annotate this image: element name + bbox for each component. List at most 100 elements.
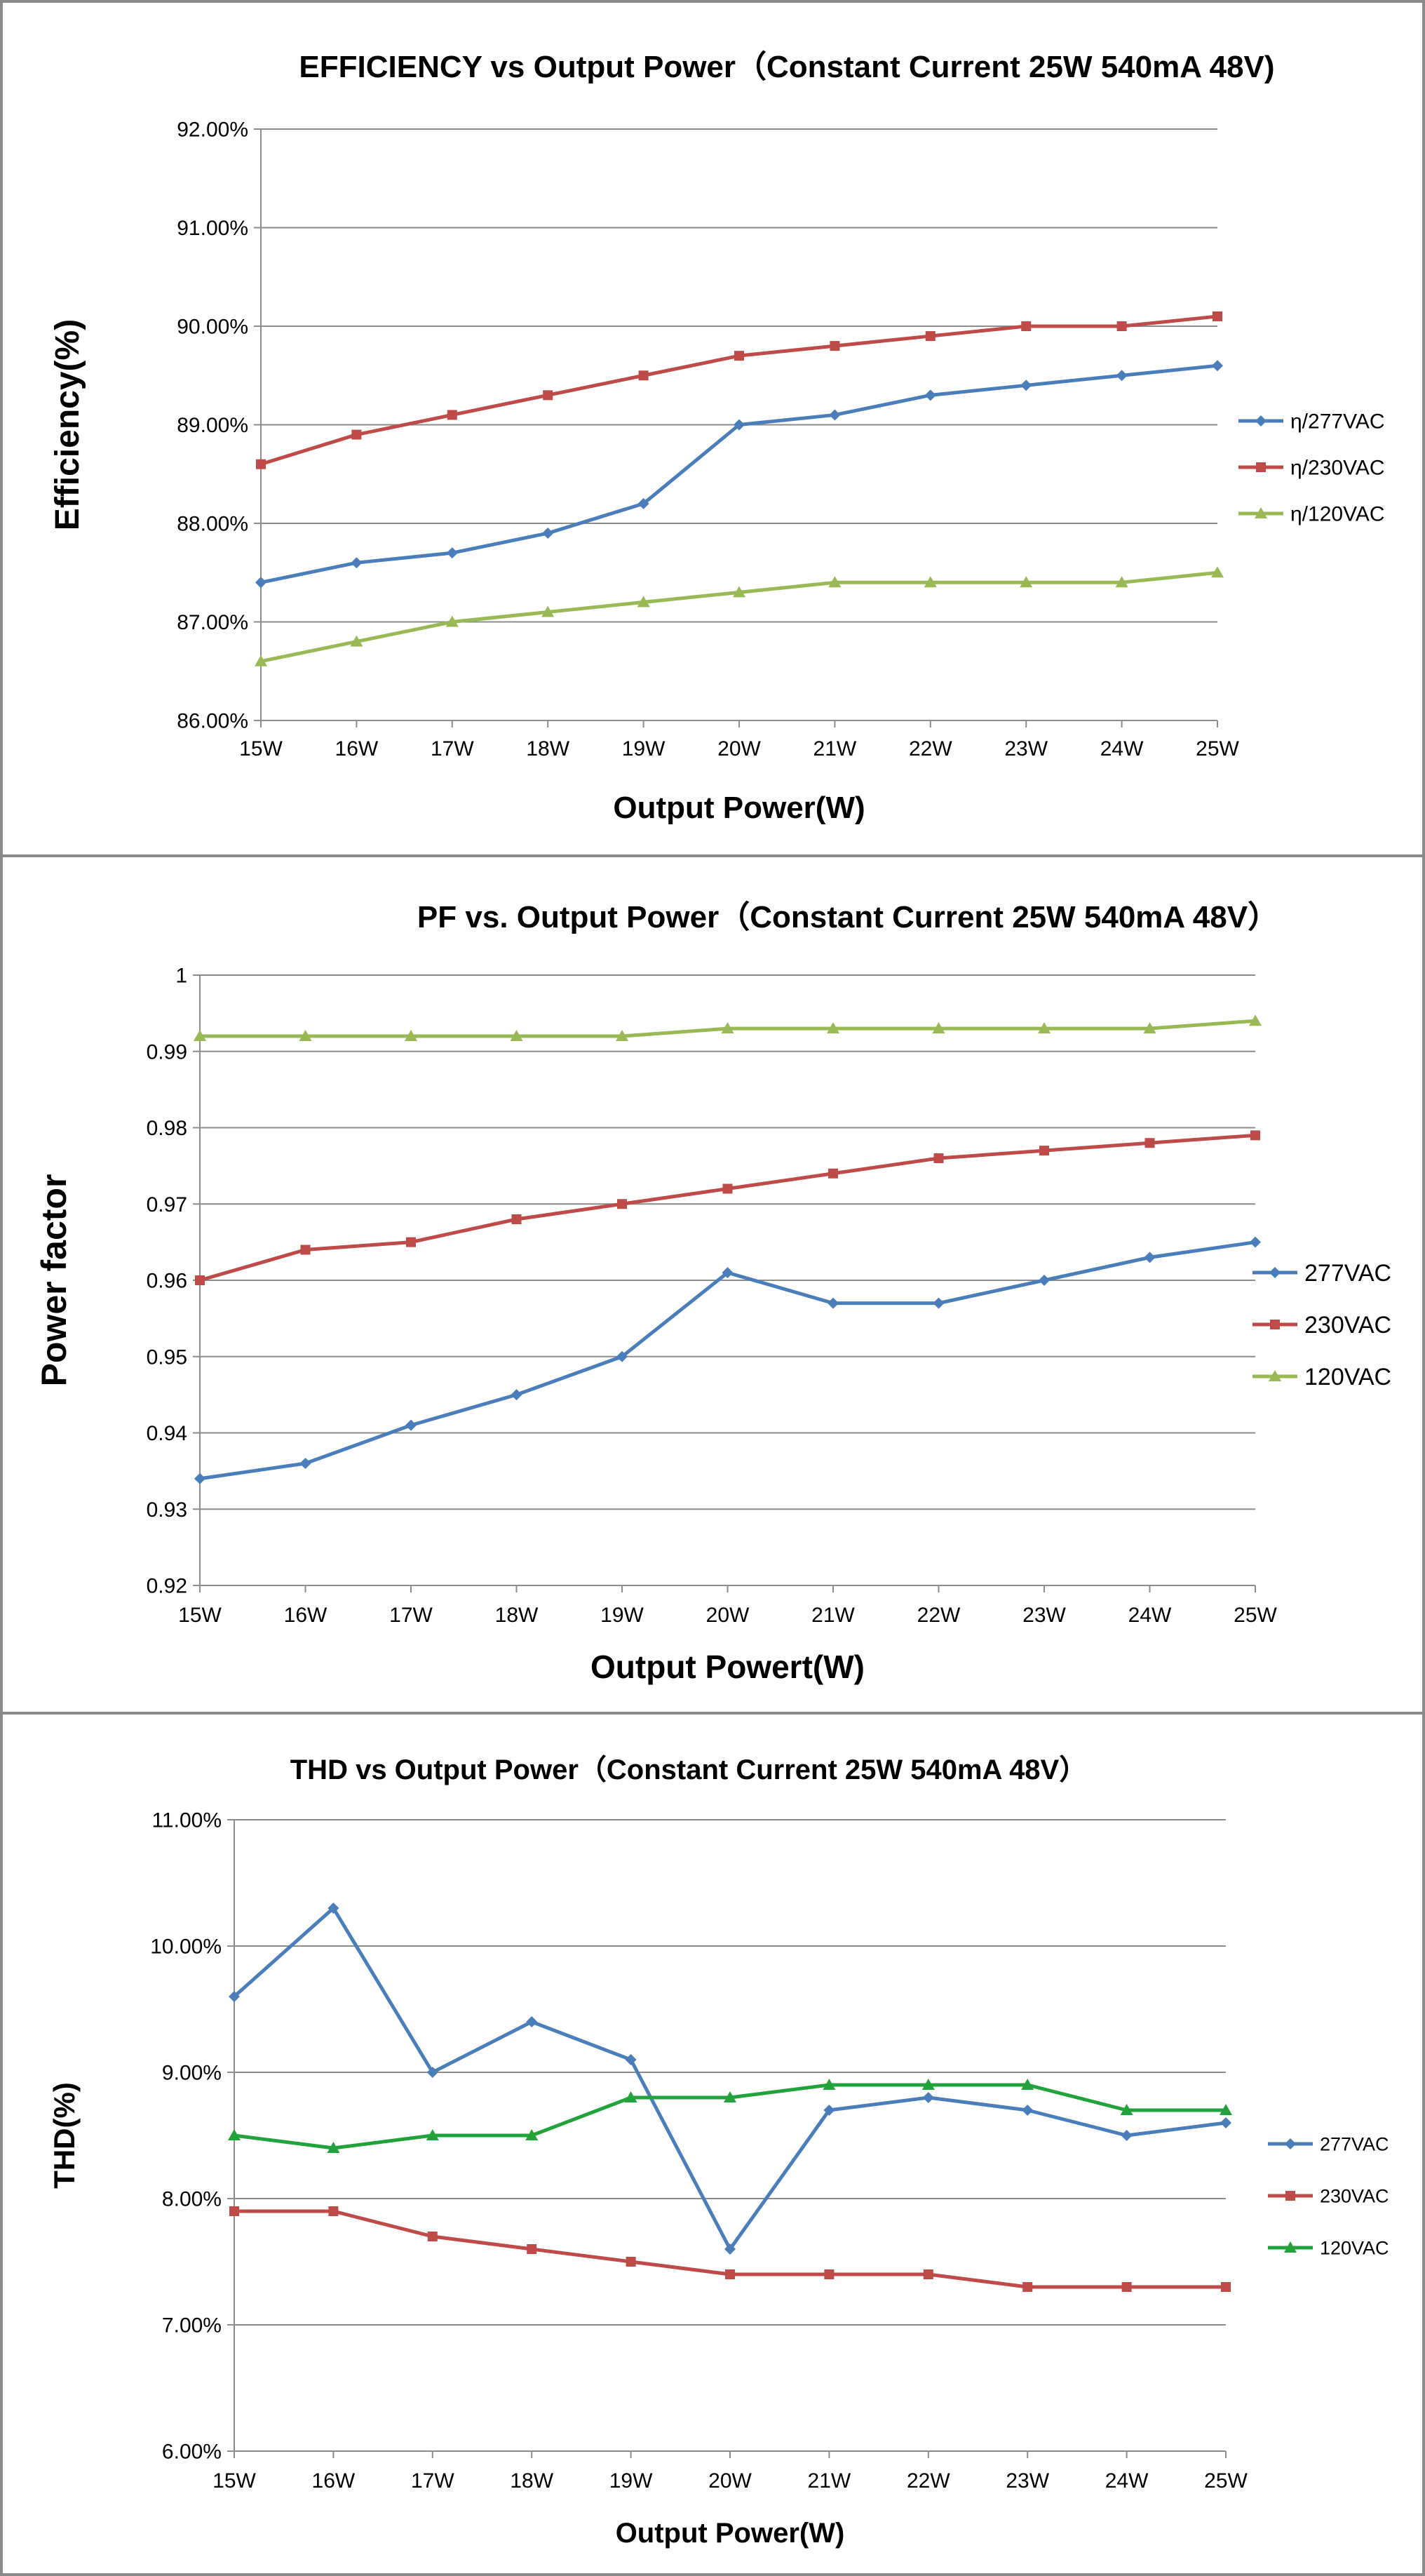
data-point — [923, 2269, 933, 2279]
x-tick-label: 15W — [239, 737, 283, 760]
data-point — [828, 1168, 838, 1179]
x-tick-label: 21W — [813, 737, 857, 760]
data-point — [617, 1199, 627, 1209]
series-line — [260, 363, 1218, 584]
x-axis-title: Output Powert(W) — [590, 1649, 865, 1685]
data-point — [1022, 2105, 1034, 2116]
data-point — [1211, 566, 1224, 578]
data-point — [1212, 360, 1223, 372]
y-axis-title: THD(%) — [48, 2082, 81, 2189]
data-point — [932, 1022, 945, 1034]
data-point — [195, 1275, 205, 1285]
data-point — [351, 557, 363, 569]
data-point — [426, 2129, 439, 2140]
data-point — [194, 1030, 206, 1041]
legend-label: η/277VAC — [1290, 410, 1385, 434]
data-point — [510, 1030, 523, 1041]
data-point — [406, 1237, 416, 1247]
data-point — [299, 1030, 312, 1041]
efficiency-chart-panel: EFFICIENCY vs Output Power（Constant Curr… — [0, 0, 1425, 857]
x-tick-label: 17W — [431, 737, 474, 760]
x-tick-label: 20W — [717, 737, 761, 760]
x-tick-label: 22W — [907, 2469, 950, 2493]
legend-marker — [1285, 2138, 1296, 2149]
series-line — [199, 1133, 1256, 1282]
thd-chart: THD vs Output Power（Constant Current 25W… — [48, 1755, 1389, 2549]
x-tick-label: 22W — [917, 1604, 961, 1627]
data-point — [1022, 2282, 1033, 2292]
legend-marker — [1256, 462, 1266, 472]
x-tick-label: 19W — [609, 2469, 653, 2493]
y-tick-label: 87.00% — [177, 611, 248, 634]
y-tick-label: 1 — [175, 965, 187, 988]
y-tick-label: 7.00% — [162, 2314, 222, 2337]
data-point — [638, 370, 649, 381]
power-factor-chart-panel: PF vs. Output Power（Constant Current 25W… — [0, 854, 1425, 1715]
data-point — [823, 2079, 836, 2090]
data-point — [1038, 1022, 1051, 1034]
series-2 — [256, 311, 1222, 469]
x-tick-label: 24W — [1100, 737, 1144, 760]
data-point — [300, 1245, 311, 1255]
x-tick-label: 18W — [510, 2469, 553, 2493]
data-point — [734, 419, 745, 431]
legend-label: η/230VAC — [1290, 457, 1385, 480]
data-point — [721, 1022, 734, 1034]
data-point — [625, 2054, 637, 2065]
y-tick-label: 90.00% — [177, 316, 248, 339]
data-point — [405, 1419, 417, 1431]
data-point — [624, 2091, 637, 2102]
data-point — [1039, 1146, 1049, 1156]
data-point — [637, 596, 650, 608]
data-point — [1143, 1022, 1156, 1034]
data-point — [824, 2269, 835, 2279]
y-tick-label: 86.00% — [177, 710, 248, 733]
series-line — [260, 314, 1218, 467]
data-point — [327, 2142, 340, 2153]
x-tick-label: 18W — [526, 737, 569, 760]
x-tick-label: 17W — [389, 1604, 433, 1627]
series-1 — [229, 1903, 1231, 2255]
data-point — [933, 1297, 945, 1309]
data-point — [1249, 1014, 1262, 1026]
series-line — [260, 570, 1218, 664]
data-point — [328, 2206, 339, 2216]
data-point — [1121, 2130, 1133, 2141]
data-point — [1250, 1236, 1261, 1248]
y-axis-title: Power factor — [34, 1174, 74, 1387]
y-tick-label: 89.00% — [177, 414, 248, 437]
data-point — [1220, 2117, 1231, 2128]
data-point — [933, 1153, 944, 1163]
legend-label: η/120VAC — [1290, 503, 1385, 526]
data-point — [1221, 2282, 1231, 2292]
data-point — [256, 459, 266, 469]
y-tick-label: 0.94 — [147, 1422, 187, 1445]
series-2 — [229, 2206, 1231, 2292]
data-point — [734, 351, 744, 361]
legend-marker — [1270, 1320, 1280, 1329]
data-point — [829, 409, 841, 421]
data-point — [1220, 2104, 1232, 2115]
x-tick-label: 23W — [1004, 737, 1048, 760]
data-point — [426, 2067, 438, 2078]
y-tick-label: 91.00% — [177, 217, 248, 240]
y-tick-label: 9.00% — [162, 2062, 222, 2085]
x-tick-label: 17W — [411, 2469, 454, 2493]
data-point — [526, 2016, 538, 2027]
x-tick-label: 15W — [178, 1604, 222, 1627]
y-tick-label: 0.92 — [147, 1575, 187, 1598]
x-axis-title: Output Power(W) — [613, 791, 865, 825]
data-point — [255, 655, 267, 666]
x-tick-label: 18W — [495, 1604, 539, 1627]
x-tick-label: 21W — [808, 2469, 851, 2493]
data-point — [828, 576, 842, 588]
legend-marker — [1285, 2191, 1295, 2201]
legend-marker — [1255, 507, 1267, 518]
x-tick-label: 21W — [811, 1604, 855, 1627]
data-point — [823, 2105, 835, 2116]
data-point — [924, 576, 937, 588]
series-3 — [228, 2079, 1232, 2153]
power-factor-chart: PF vs. Output Power（Constant Current 25W… — [34, 900, 1391, 1685]
y-tick-label: 6.00% — [162, 2441, 222, 2464]
x-tick-label: 20W — [706, 1604, 750, 1627]
